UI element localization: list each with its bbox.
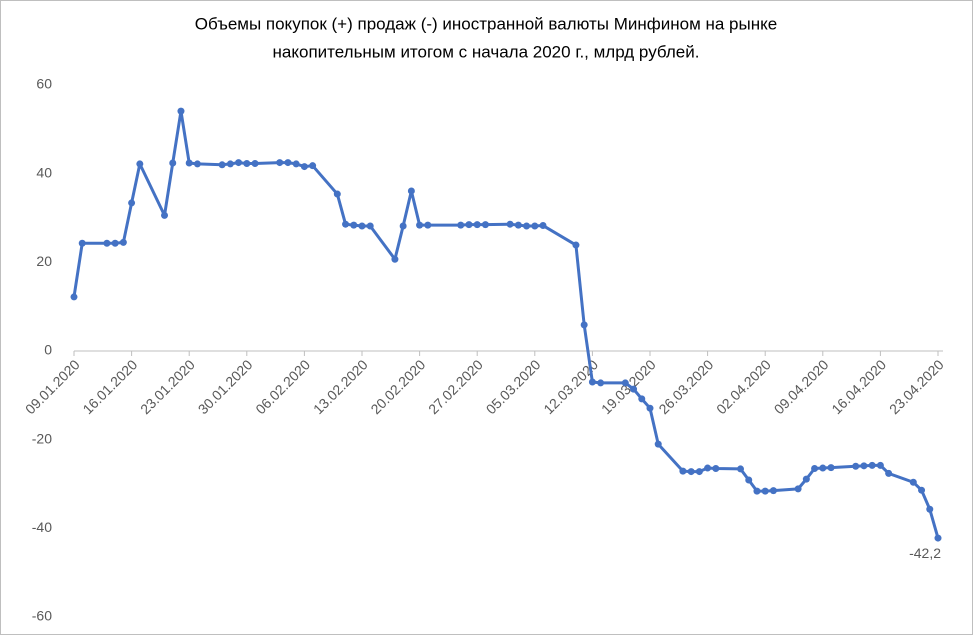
data-point	[753, 487, 761, 495]
data-point	[284, 159, 292, 167]
data-point	[621, 379, 629, 387]
data-point	[926, 505, 934, 513]
data-point	[704, 464, 712, 472]
data-point	[934, 534, 942, 542]
data-point	[745, 476, 753, 484]
data-point	[811, 464, 819, 472]
data-point	[695, 468, 703, 476]
data-point	[111, 239, 119, 247]
data-point	[539, 222, 547, 230]
data-point	[827, 464, 835, 472]
data-point	[399, 222, 407, 230]
y-tick-label: 0	[44, 342, 52, 358]
data-point	[78, 239, 86, 247]
data-point	[128, 199, 136, 207]
data-point	[523, 222, 531, 230]
data-point	[638, 395, 646, 403]
data-point	[243, 159, 251, 167]
data-point	[465, 221, 473, 229]
data-point	[506, 220, 514, 228]
data-point	[136, 160, 144, 168]
data-point	[292, 160, 300, 168]
data-point	[514, 221, 522, 229]
data-point	[358, 222, 366, 230]
data-point	[868, 461, 876, 469]
data-point	[630, 385, 638, 393]
data-point	[572, 241, 580, 249]
data-point	[70, 293, 78, 301]
data-point	[885, 469, 893, 477]
data-point	[416, 221, 424, 229]
data-point	[481, 221, 489, 229]
data-point	[712, 464, 720, 472]
y-tick-label: 60	[36, 76, 52, 92]
y-tick-label: 40	[36, 164, 52, 180]
data-point	[819, 464, 827, 472]
data-point	[161, 211, 169, 219]
data-point	[350, 221, 358, 229]
data-point	[473, 221, 481, 229]
data-point	[646, 404, 654, 412]
data-point	[193, 160, 201, 168]
data-point	[169, 159, 177, 167]
data-point	[424, 221, 432, 229]
data-point	[580, 321, 588, 329]
chart-title: накопительным итогом с начала 2020 г., м…	[273, 42, 700, 61]
data-point	[531, 222, 539, 230]
data-point	[761, 487, 769, 495]
data-point	[457, 221, 465, 229]
data-point	[654, 440, 662, 448]
data-point	[391, 255, 399, 263]
data-point	[597, 379, 605, 387]
y-tick-label: -40	[32, 519, 52, 535]
data-point	[366, 222, 374, 230]
data-point	[679, 467, 687, 475]
data-point	[300, 163, 308, 171]
data-label: -42,2	[909, 545, 941, 561]
data-point	[407, 187, 415, 195]
data-point	[769, 487, 777, 495]
data-point	[235, 159, 243, 167]
data-point	[276, 159, 284, 167]
data-point	[794, 485, 802, 493]
data-point	[119, 238, 127, 246]
data-point	[185, 159, 193, 167]
data-point	[309, 162, 317, 170]
data-point	[103, 239, 111, 247]
data-point	[588, 378, 596, 386]
data-point	[342, 220, 350, 228]
data-point	[802, 475, 810, 483]
data-point	[918, 486, 926, 494]
data-point	[177, 107, 185, 115]
data-point	[876, 461, 884, 469]
data-point	[687, 468, 695, 476]
data-point	[860, 462, 868, 470]
y-tick-label: -60	[32, 608, 52, 624]
data-point	[909, 478, 917, 486]
data-point	[226, 160, 234, 168]
data-point	[251, 159, 259, 167]
y-tick-label: 20	[36, 253, 52, 269]
data-point	[737, 465, 745, 473]
data-point	[852, 462, 860, 470]
chart-title: Объемы покупок (+) продаж (-) иностранно…	[195, 14, 777, 33]
data-point	[218, 161, 226, 169]
data-point	[333, 190, 341, 198]
y-tick-label: -20	[32, 430, 52, 446]
